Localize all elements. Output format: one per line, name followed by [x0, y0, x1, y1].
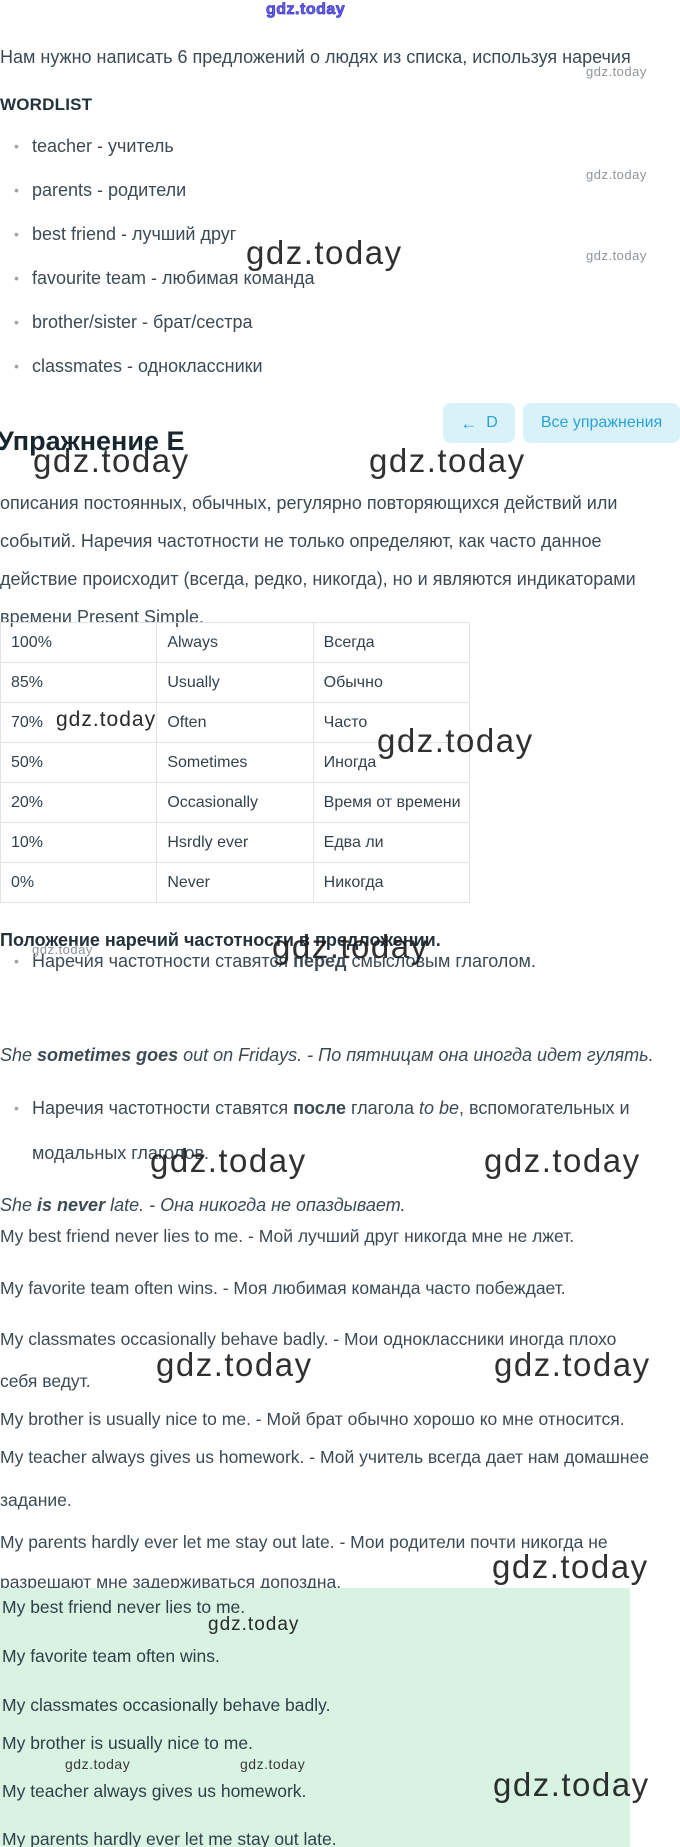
watermark: gdz.today: [369, 442, 526, 479]
table-cell: Никогда: [312, 862, 471, 903]
back-arrow-icon: ←: [460, 413, 478, 433]
table-cell: Often: [156, 702, 314, 743]
answer-sentence: My favorite team often wins. - Моя любим…: [0, 1278, 566, 1298]
wordlist-item: teacher - учитель: [0, 134, 500, 159]
prev-exercise-label: D: [486, 414, 498, 431]
table-cell: 70%: [0, 702, 158, 743]
table-cell: Never: [156, 862, 314, 903]
watermark: gdz.today: [586, 248, 647, 263]
table-cell: Часто: [312, 702, 471, 743]
table-row: 50% Sometimes Иногда: [0, 742, 471, 783]
table-cell: Hsrdly ever: [156, 822, 314, 863]
answer-sentence: My parents hardly ever let me stay out l…: [0, 1532, 608, 1592]
rule-before-verb: Наречия частотности ставятся перед смысл…: [0, 948, 652, 974]
final-answer-sentence: My parents hardly ever let me stay out l…: [2, 1829, 337, 1847]
prev-exercise-button[interactable]: ← D: [443, 403, 515, 443]
table-cell: 50%: [0, 742, 158, 783]
table-cell: Sometimes: [156, 742, 314, 783]
final-answer-sentence: My classmates occasionally behave badly.: [2, 1695, 331, 1715]
table-cell: Always: [156, 622, 314, 663]
table-cell: 100%: [0, 622, 158, 663]
table-cell: 10%: [0, 822, 158, 863]
wordlist: teacher - учитель parents - родители best …: [0, 134, 500, 398]
table-row: 70% Often Часто: [0, 702, 471, 743]
rule-after-tobe: Наречия частотности ставятся после глаго…: [0, 1086, 652, 1176]
exercise-title: Упражнение E: [0, 426, 185, 457]
theory-paragraph: описания постоянных, обычных, регулярно …: [0, 493, 636, 627]
answer-sentence: My best friend never lies to me. - Мой л…: [0, 1226, 575, 1246]
wordlist-item: classmates - одноклассники: [0, 354, 500, 379]
table-cell: Всегда: [312, 622, 471, 663]
table-cell: 0%: [0, 862, 158, 903]
wordlist-item: favourite team - любимая команда: [0, 266, 500, 291]
final-answer-sentence: My favorite team often wins.: [2, 1646, 220, 1666]
watermark-logo: gdz.today: [266, 1, 346, 19]
task-description: Нам нужно написать 6 предложений о людях…: [0, 47, 631, 67]
wordlist-title: WORDLIST: [0, 95, 93, 114]
answer-sentence: My classmates occasionally behave badly.…: [0, 1329, 617, 1391]
table-cell: 85%: [0, 662, 158, 703]
all-exercises-button[interactable]: Все упражнения: [523, 403, 680, 443]
table-cell: Время от времени: [312, 782, 471, 823]
table-cell: Usually: [156, 662, 314, 703]
example-sentence: She is never late. - Она никогда не опаз…: [0, 1195, 406, 1215]
table-cell: Occasionally: [156, 782, 314, 823]
answer-sentence: My brother is usually nice to me. - Мой …: [0, 1409, 625, 1429]
table-cell: Иногда: [312, 742, 471, 783]
frequency-table: 100% Always Всегда 85% Usually Обычно 70% Often…: [0, 622, 471, 903]
example-sentence: She sometimes goes out on Fridays. - По …: [0, 1045, 654, 1065]
answer-sentence: My teacher always gives us homework. - М…: [0, 1447, 650, 1510]
table-row: 0% Never Никогда: [0, 862, 471, 903]
table-row: 85% Usually Обычно: [0, 662, 471, 703]
wordlist-item: brother/sister - брат/сестра: [0, 310, 500, 335]
position-heading: Положение наречий частотности в предложе…: [0, 930, 441, 950]
frequency-table-body: 100% Always Всегда 85% Usually Обычно 70% Often…: [0, 622, 471, 903]
table-row: 20% Occasionally Время от времени: [0, 782, 471, 823]
table-cell: Обычно: [312, 662, 471, 703]
watermark: gdz.today: [586, 167, 647, 182]
table-row: 100% Always Всегда: [0, 622, 471, 663]
table-cell: Едва ли: [312, 822, 471, 863]
table-row: 10% Hsrdly ever Едва ли: [0, 822, 471, 863]
table-cell: 20%: [0, 782, 158, 823]
final-answer-sentence: My best friend never lies to me.: [2, 1597, 246, 1617]
final-answer-sentence: My brother is usually nice to me.: [2, 1733, 253, 1753]
final-answer-sentence: My teacher always gives us homework.: [2, 1781, 307, 1801]
final-answers-block: My best friend never lies to me. My favor…: [0, 1588, 630, 1847]
wordlist-item: best friend - лучший друг: [0, 222, 500, 247]
wordlist-item: parents - родители: [0, 178, 500, 203]
